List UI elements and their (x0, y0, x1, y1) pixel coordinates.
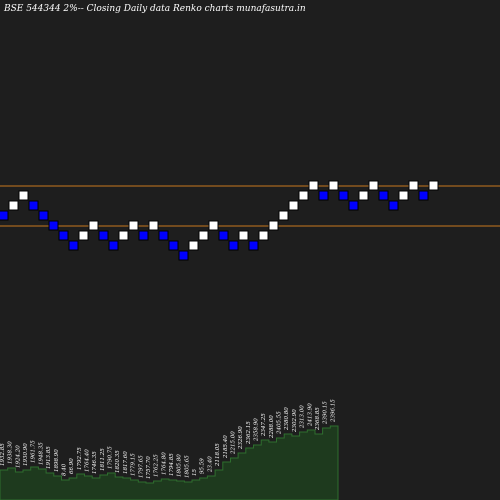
renko-brick-down (68, 240, 79, 251)
volume-label: 2118.05 (215, 443, 221, 467)
volume-label: 2390.15 (323, 401, 329, 425)
renko-brick-up (8, 200, 19, 211)
volume-label: 1779.15 (131, 453, 137, 476)
volume-label: 1790.75 (108, 446, 114, 469)
renko-brick-up (188, 240, 199, 251)
volume-label: 1805.80 (177, 454, 183, 477)
renko-brick-up (298, 190, 309, 201)
volume-label: 1930.90 (23, 443, 29, 466)
volume-label: 1932.85 (0, 443, 6, 466)
renko-brick-down (388, 200, 399, 211)
volume-label: 1817.60 (123, 451, 129, 474)
volume-label: 2215.00 (231, 431, 237, 455)
volume-label: 1794.85 (169, 453, 175, 476)
chart-title: BSE 544344 2%-- Closing Daily data Renko… (3, 4, 306, 14)
renko-brick-down (158, 230, 169, 241)
volume-label: 2288.00 (269, 415, 275, 439)
renko-brick-up (88, 220, 99, 231)
renko-brick-up (198, 230, 209, 241)
renko-brick-down (58, 230, 69, 241)
renko-brick-down (318, 190, 329, 201)
volume-label: 1805.65 (184, 455, 190, 478)
renko-brick-up (78, 230, 89, 241)
renko-brick-up (258, 230, 269, 241)
volume-label: 1913.85 (46, 446, 52, 469)
renko-brick-down (418, 190, 429, 201)
volume-label: 1746.35 (92, 451, 98, 474)
volume-label: 2368.85 (315, 407, 321, 431)
renko-brick-up (328, 180, 339, 191)
volume-area-group (0, 425, 339, 500)
renko-brick-down (168, 240, 179, 251)
volume-label: 1820.35 (115, 450, 121, 473)
renko-brick-up (148, 220, 159, 231)
volume-label: 1797.65 (138, 455, 144, 478)
renko-brick-down (0, 210, 9, 221)
volume-label: 8.40 (62, 463, 68, 476)
renko-brick-down (138, 230, 149, 241)
renko-brick-up (128, 220, 139, 231)
renko-brick-down (28, 200, 39, 211)
renko-brick-up (268, 220, 279, 231)
volume-label: 66.90 (69, 458, 75, 474)
volume-label: 2326.90 (238, 426, 244, 450)
renko-brick-up (398, 190, 409, 201)
volume-label: 1764.40 (85, 449, 91, 472)
volume-label: 2380.80 (284, 407, 290, 431)
volume-label: 1898.90 (54, 449, 60, 472)
renko-brick-up (18, 190, 29, 201)
renko-bricks-group (0, 180, 439, 261)
volume-label: 23.40 (207, 456, 213, 473)
volume-label: 2362.15 (246, 421, 252, 445)
volume-label: 1811.25 (100, 448, 106, 471)
renko-brick-down (338, 190, 349, 201)
renko-brick-down (98, 230, 109, 241)
renko-brick-up (238, 230, 249, 241)
renko-brick-down (348, 200, 359, 211)
renko-brick-up (428, 180, 439, 191)
volume-area (0, 425, 339, 500)
volume-label: 2405.55 (277, 411, 283, 435)
renko-brick-up (408, 180, 419, 191)
volume-label: 1938.30 (8, 441, 14, 464)
volume-label: 2396.15 (330, 399, 336, 423)
renko-brick-up (288, 200, 299, 211)
volume-labels-group: 1932.85 1938.30 1924.20 1930.90 1961.75 1948.… (0, 399, 336, 479)
volume-label: 95.59 (200, 458, 206, 474)
volume-label: 1757.70 (146, 456, 152, 479)
renko-brick-down (228, 240, 239, 251)
volume-label: 1948.35 (38, 442, 44, 465)
volume-label: 1961.75 (31, 440, 37, 463)
renko-brick-up (118, 230, 129, 241)
renko-brick-up (208, 220, 219, 231)
volume-label: 2413.90 (307, 403, 313, 427)
renko-brick-down (248, 240, 259, 251)
renko-brick-down (218, 230, 229, 241)
renko-brick-down (48, 220, 59, 231)
renko-brick-up (308, 180, 319, 191)
renko-brick-down (178, 250, 189, 261)
volume-label: 1764.80 (161, 452, 167, 475)
renko-brick-down (108, 240, 119, 251)
volume-label: 2313.00 (300, 405, 306, 429)
renko-brick-down (38, 210, 49, 221)
volume-label: 2347.25 (261, 413, 267, 437)
volume-label: 1792.75 (77, 447, 83, 470)
volume-label: 1924.20 (15, 445, 21, 468)
renko-brick-up (368, 180, 379, 191)
volume-label: 15 (192, 469, 198, 476)
volume-label: 2302.90 (292, 409, 298, 433)
renko-brick-up (358, 190, 369, 201)
volume-label: 2358.90 (254, 418, 260, 442)
renko-brick-down (378, 190, 389, 201)
volume-label: 1762.25 (154, 454, 160, 477)
renko-brick-up (278, 210, 289, 221)
volume-label: 2185.40 (223, 435, 229, 459)
